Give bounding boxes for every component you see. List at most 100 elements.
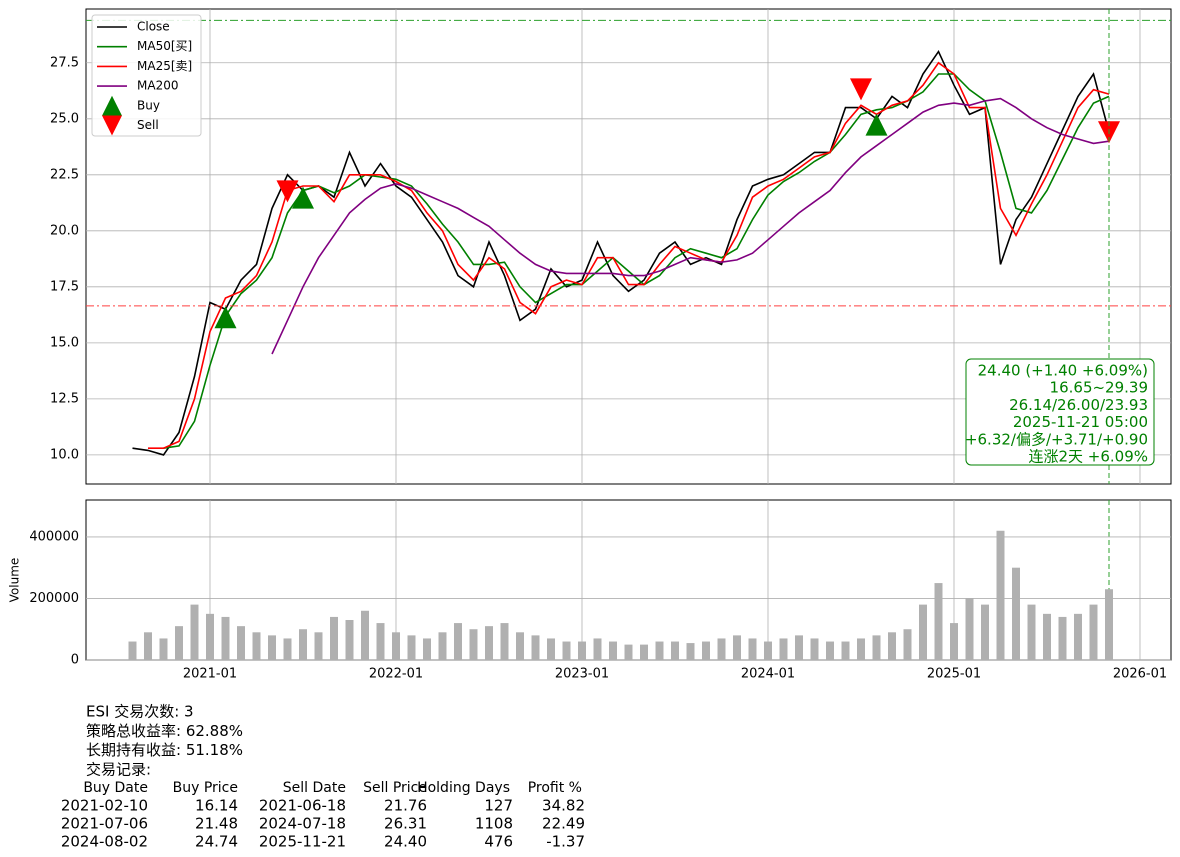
table-cell: 2024-08-02: [61, 833, 148, 851]
annotation-text: 16.65~29.39: [1050, 379, 1148, 397]
x-tick-label: 2025-01: [927, 667, 981, 682]
table-cell: 127: [484, 797, 513, 815]
x-tick-label: 2026-01: [1113, 667, 1167, 682]
legend-marker: [102, 95, 122, 116]
summary-line: 长期持有收益: 51.18%: [86, 741, 243, 759]
volume-bar: [671, 641, 679, 660]
volume-bar: [376, 623, 385, 660]
table-cell: 2024-07-18: [259, 815, 346, 833]
volume-frame: [85, 499, 1172, 661]
volume-bar: [593, 638, 602, 660]
y-tick-label: 17.5: [50, 279, 79, 294]
volume-bar: [423, 638, 431, 660]
volume-bar: [128, 641, 137, 660]
volume-bar: [779, 638, 788, 660]
volume-bar: [547, 638, 555, 660]
table-header: Buy Price: [173, 780, 238, 796]
sell-marker: [276, 180, 299, 203]
series-line: [271, 97, 1110, 355]
y-tick-label: 20.0: [50, 223, 79, 238]
annotation-text: 26.14/26.00/23.93: [1009, 396, 1148, 414]
volume-bar: [950, 623, 958, 660]
table-cell: 24.74: [195, 833, 238, 851]
summary-line: 策略总收益率: 62.88%: [86, 722, 243, 740]
volume-bar: [609, 641, 617, 660]
volume-bar: [841, 641, 850, 660]
volume-bar: [283, 638, 292, 660]
table-cell: 2021-07-06: [61, 815, 148, 833]
legend-label: Buy: [137, 98, 160, 112]
legend-box: [91, 14, 202, 137]
volume-bar: [1043, 613, 1051, 660]
main-frame: [85, 8, 1172, 485]
table-cell: 21.48: [195, 815, 238, 833]
legend-label: MA50[买]: [137, 39, 192, 53]
volume-bar: [826, 641, 834, 660]
volume-bar: [981, 604, 989, 660]
series-line: [148, 61, 1110, 449]
volume-bar: [1027, 604, 1036, 660]
table-cell: -1.37: [546, 833, 585, 851]
y-tick-label: 25.0: [50, 111, 79, 126]
table-cell: 16.14: [195, 797, 238, 815]
volume-bar: [934, 583, 943, 660]
x-tick-label: 2022-01: [369, 667, 423, 682]
volume-bar: [686, 643, 695, 660]
volume-bar: [531, 635, 540, 660]
volume-bar: [717, 638, 726, 660]
y-tick-label: 15.0: [50, 335, 79, 350]
volume-bar: [872, 635, 881, 660]
y-tick-label: 200000: [29, 591, 79, 606]
table-cell: 22.49: [542, 815, 585, 833]
volume-bar: [640, 644, 648, 660]
table-header: Buy Date: [83, 780, 148, 796]
volume-bar: [485, 626, 493, 660]
volume-bar: [562, 641, 571, 660]
summary-line: ESI 交易次数: 3: [86, 703, 194, 721]
table-cell: 1108: [475, 815, 513, 833]
y-axis-label: Volume: [8, 558, 22, 603]
volume-bar: [500, 623, 509, 660]
y-tick-label: 12.5: [50, 391, 79, 406]
volume-bar: [1089, 604, 1098, 660]
volume-bar: [407, 635, 416, 660]
table-cell: 24.40: [384, 833, 427, 851]
volume-bar: [345, 620, 354, 660]
series-line: [132, 49, 1110, 456]
volume-bar: [903, 629, 912, 660]
volume-bar: [1012, 567, 1020, 660]
buy-marker: [865, 113, 888, 136]
volume-bar: [469, 629, 478, 660]
annotation-text: 连涨2天 +6.09%: [1028, 448, 1148, 466]
volume-bar: [919, 604, 927, 660]
buy-marker: [214, 306, 237, 329]
volume-bar: [810, 638, 819, 660]
table-cell: 2021-06-18: [259, 797, 346, 815]
table-cell: 2025-11-21: [259, 833, 346, 851]
volume-bar: [965, 598, 974, 660]
volume-bar: [857, 638, 865, 660]
table-header: Holding Days: [417, 780, 510, 796]
volume-bar: [733, 635, 741, 660]
volume-bar: [190, 604, 199, 660]
volume-bar: [252, 632, 261, 660]
table-cell: 21.76: [384, 797, 427, 815]
volume-bar: [624, 644, 633, 660]
legend-label: MA25[卖]: [137, 59, 192, 73]
legend-label: Close: [137, 20, 170, 34]
volume-bar: [888, 632, 896, 660]
x-tick-label: 2024-01: [741, 667, 795, 682]
table-cell: 26.31: [384, 815, 427, 833]
volume-bar: [1058, 616, 1067, 660]
legend: Close MA50[买] MA25[卖] MA200 Buy Sell: [91, 14, 202, 137]
annotation-text: 2025-11-21 05:00: [1013, 413, 1148, 431]
annotation-text: 24.40 (+1.40 +6.09%): [978, 362, 1148, 380]
volume-bar: [438, 632, 447, 660]
volume-bar: [268, 635, 276, 660]
volume-bar: [996, 530, 1005, 660]
volume-bar: [392, 632, 400, 660]
volume-bar: [516, 632, 524, 660]
volume-bar: [299, 629, 307, 660]
